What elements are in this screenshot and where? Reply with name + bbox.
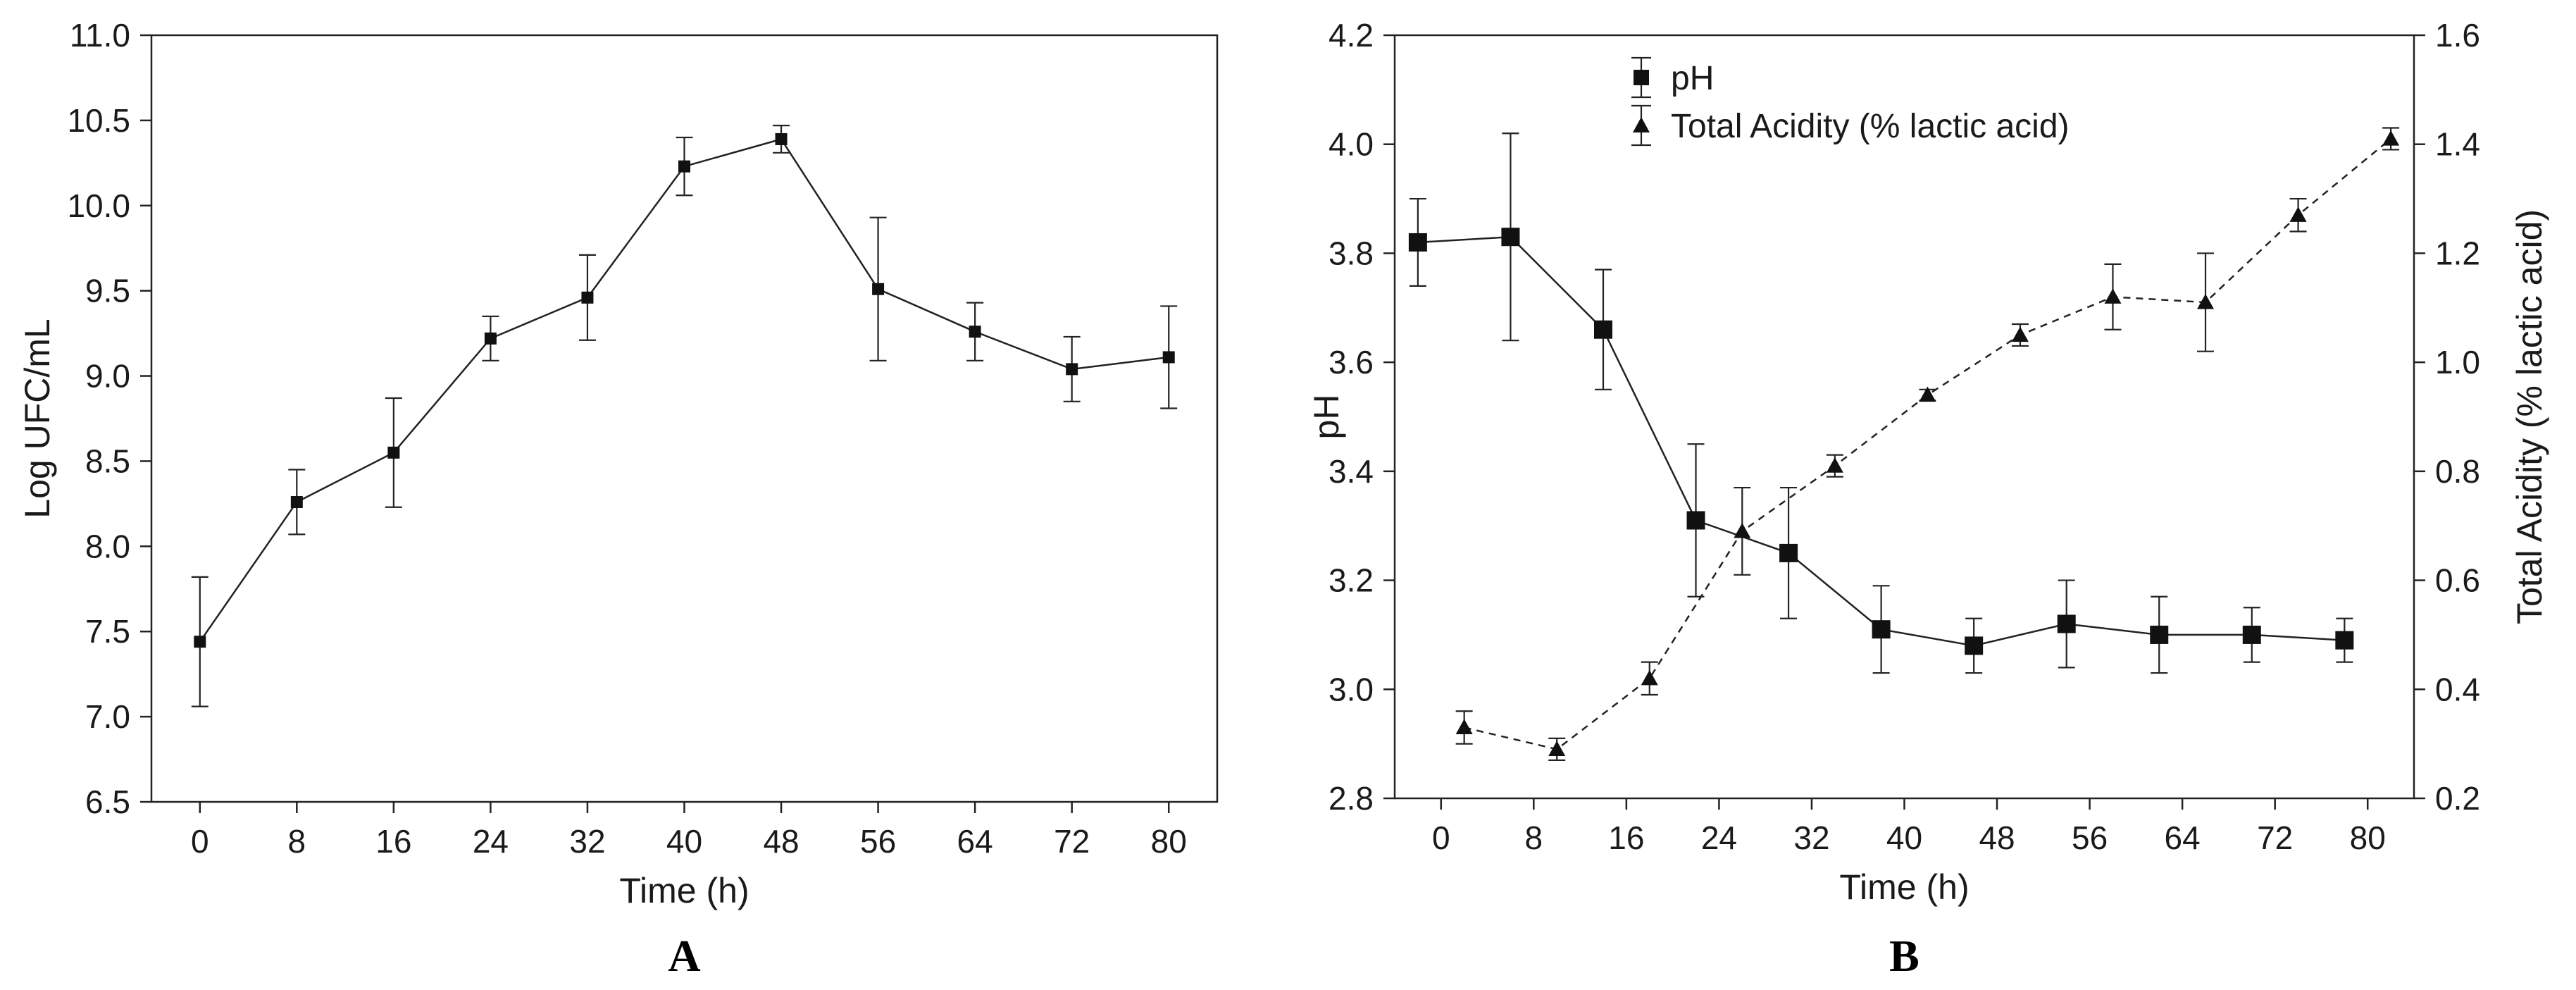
x-tick-label: 48 xyxy=(763,823,799,860)
y-right-tick-label: 0.2 xyxy=(2435,780,2480,817)
data-point-square xyxy=(1501,228,1520,247)
x-tick-label: 32 xyxy=(569,823,605,860)
data-point-triangle xyxy=(1826,457,1843,473)
x-tick-label: 32 xyxy=(1793,819,1829,856)
y-tick-label: 3.2 xyxy=(1329,562,1374,599)
legend-label: pH xyxy=(1671,60,1714,97)
y-tick-label: 3.8 xyxy=(1329,235,1374,271)
x-tick-label: 40 xyxy=(1886,819,1922,856)
y-tick-label: 7.5 xyxy=(85,613,130,650)
y-right-tick-label: 1.6 xyxy=(2435,17,2480,54)
data-point-square xyxy=(2242,625,2261,644)
y-right-axis-title: Total Acidity (% lactic acid) xyxy=(2510,209,2549,624)
data-point-triangle xyxy=(1641,669,1658,686)
x-tick-label: 8 xyxy=(1525,819,1543,856)
y-axis-title: Log UFC/mL xyxy=(18,318,57,518)
data-point-square xyxy=(1872,620,1891,639)
legend-label: Total Acidity (% lactic acid) xyxy=(1671,108,2070,145)
x-tick-label: 64 xyxy=(957,823,993,860)
y-tick-label: 2.8 xyxy=(1329,780,1374,817)
x-tick-label: 72 xyxy=(2257,819,2293,856)
data-point-square xyxy=(872,283,885,295)
y-tick-label: 6.5 xyxy=(85,784,130,820)
data-point-square xyxy=(290,495,303,508)
data-point-triangle xyxy=(2382,130,2400,146)
data-point-square xyxy=(1686,511,1705,530)
x-tick-label: 56 xyxy=(860,823,896,860)
x-tick-label: 0 xyxy=(1432,819,1450,856)
x-tick-label: 24 xyxy=(1701,819,1737,856)
data-point-square xyxy=(484,332,497,345)
x-tick-label: 56 xyxy=(2072,819,2108,856)
x-axis-title: Time (h) xyxy=(619,871,749,910)
data-point-triangle xyxy=(1548,741,1566,756)
y-tick-label: 3.0 xyxy=(1329,671,1374,707)
legend-marker-triangle xyxy=(1633,117,1650,132)
y-tick-label: 4.0 xyxy=(1329,126,1374,163)
y-tick-label: 3.4 xyxy=(1329,453,1374,490)
legend-marker-square xyxy=(1634,70,1649,85)
panel-label: B xyxy=(1889,931,1919,981)
y-right-tick-label: 1.2 xyxy=(2435,235,2480,271)
y-right-tick-label: 0.4 xyxy=(2435,671,2480,707)
data-point-square xyxy=(969,326,981,338)
x-tick-label: 40 xyxy=(666,823,702,860)
data-point-square xyxy=(194,636,206,648)
y-tick-label: 4.2 xyxy=(1329,17,1374,54)
x-tick-label: 16 xyxy=(1608,819,1644,856)
y-tick-label: 10.0 xyxy=(67,187,130,224)
data-point-square xyxy=(1593,320,1612,339)
data-point-square xyxy=(2150,625,2169,644)
data-point-triangle xyxy=(2289,206,2307,222)
x-tick-label: 80 xyxy=(1151,823,1187,860)
y-tick-label: 3.6 xyxy=(1329,344,1374,380)
data-point-square xyxy=(1965,636,1984,655)
data-point-square xyxy=(2057,614,2076,633)
x-tick-label: 72 xyxy=(1054,823,1090,860)
data-point-square xyxy=(581,291,594,304)
x-tick-label: 64 xyxy=(2165,819,2201,856)
chart-panel-a: 0 8 16 24 32 40 48 56 64 72 80 6.5 7.0 7.5 8.0 8.5 9.0 9.… xyxy=(18,17,1219,981)
x-tick-label: 0 xyxy=(191,823,209,860)
x-tick-label: 16 xyxy=(375,823,411,860)
plot-frame xyxy=(1393,34,2415,800)
panel-label: A xyxy=(668,931,700,981)
data-point-square xyxy=(387,446,400,459)
y-axis-title: pH xyxy=(1307,395,1346,440)
chart-panel-b: 0 8 16 24 32 40 48 56 64 72 80 2.8 3.0 3.2 3.4 3.6 3.8 4.… xyxy=(1307,17,2549,981)
y-right-tick-label: 0.8 xyxy=(2435,453,2480,490)
y-tick-label: 10.5 xyxy=(67,102,130,139)
data-point-square xyxy=(1408,233,1427,252)
y-tick-label: 8.5 xyxy=(85,443,130,479)
data-point-triangle xyxy=(1734,522,1751,538)
x-tick-label: 24 xyxy=(473,823,509,860)
y-tick-label: 11.0 xyxy=(70,17,130,54)
data-point-square xyxy=(775,132,788,145)
y-right-tick-label: 0.6 xyxy=(2435,562,2480,599)
y-right-tick-label: 1.0 xyxy=(2435,344,2480,380)
x-tick-label: 80 xyxy=(2350,819,2386,856)
data-point-triangle xyxy=(1919,386,1936,402)
data-point-triangle xyxy=(2197,294,2215,309)
data-point-square xyxy=(1066,363,1078,376)
y-tick-label: 9.5 xyxy=(85,273,130,309)
y-tick-label: 7.0 xyxy=(85,698,130,735)
series-line-0 xyxy=(199,138,1169,643)
data-point-triangle xyxy=(2104,288,2122,304)
x-tick-label: 48 xyxy=(1979,819,2015,856)
y-tick-label: 9.0 xyxy=(85,358,130,395)
data-point-triangle xyxy=(2011,326,2029,342)
data-point-square xyxy=(1779,543,1798,562)
data-point-square xyxy=(678,160,690,173)
x-axis-title: Time (h) xyxy=(1839,867,1969,907)
data-point-square xyxy=(2335,631,2354,650)
data-point-square xyxy=(1162,351,1175,364)
y-right-tick-label: 1.4 xyxy=(2435,126,2480,163)
data-point-triangle xyxy=(1455,719,1473,735)
y-tick-label: 8.0 xyxy=(85,528,130,564)
x-tick-label: 8 xyxy=(288,823,306,860)
